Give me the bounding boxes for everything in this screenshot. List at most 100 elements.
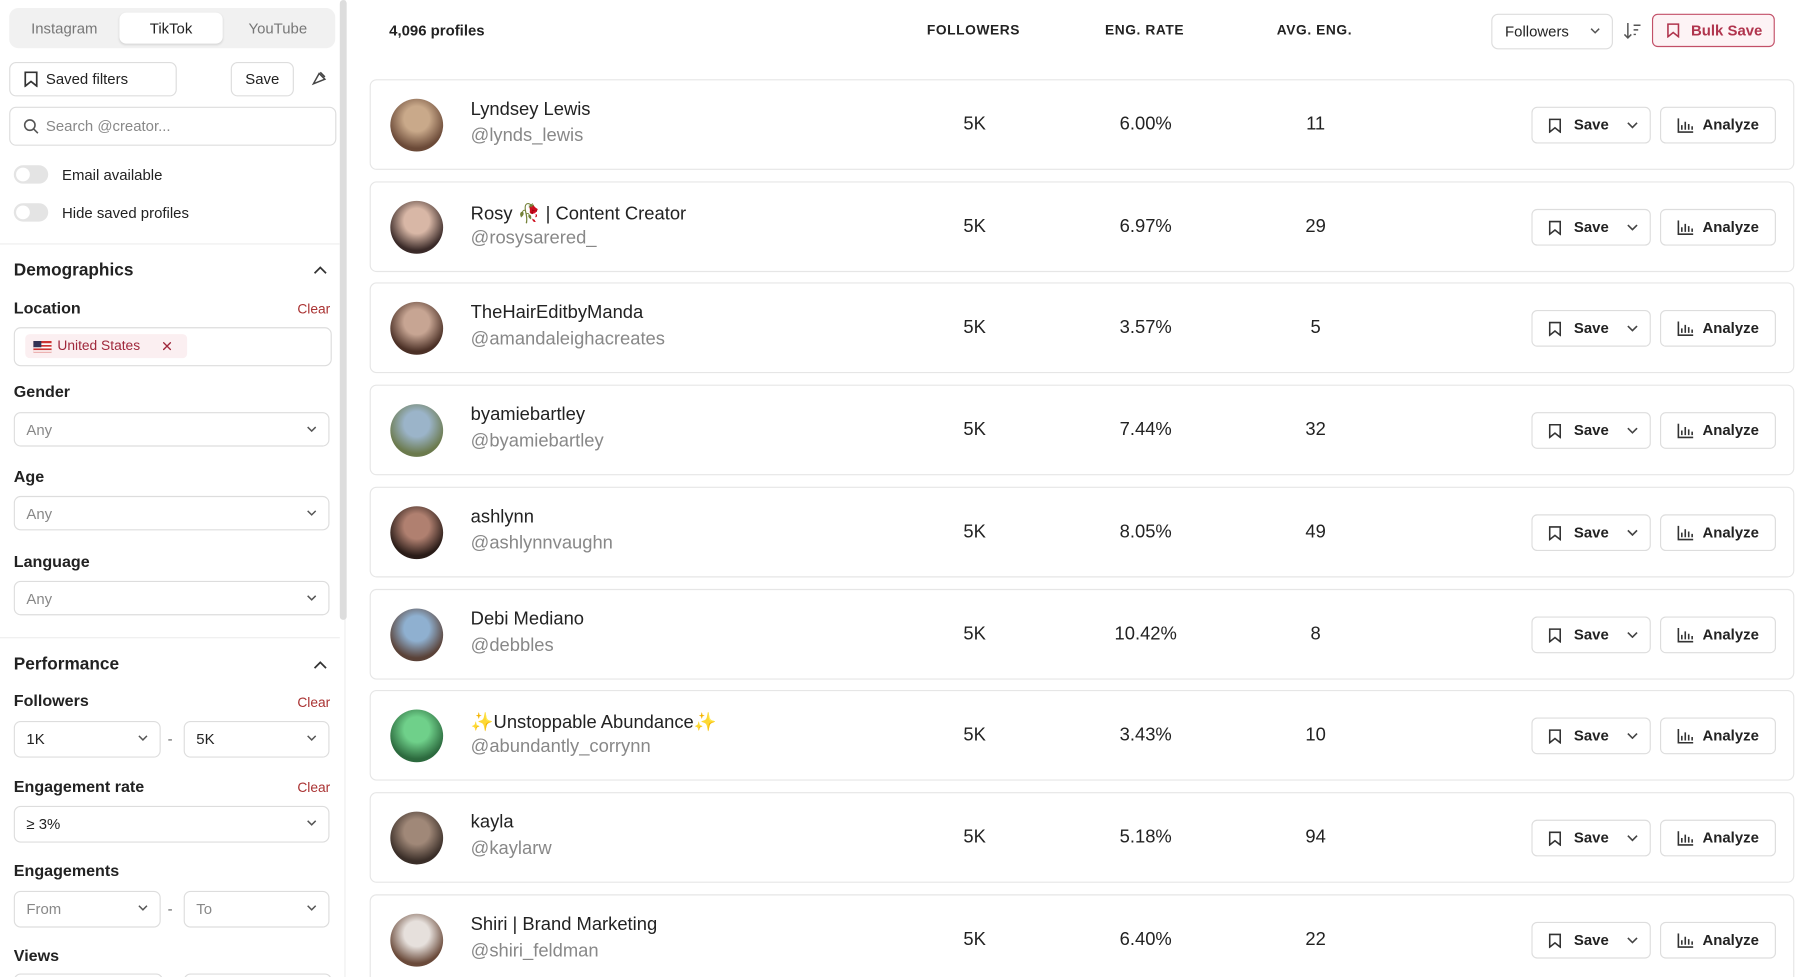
engagement-rate: 3.57% xyxy=(1119,318,1172,338)
avatar[interactable] xyxy=(390,200,444,254)
profile-row[interactable]: kayla @kaylarw 5K 5.18% 94 Save Analyze xyxy=(369,791,1795,883)
column-header[interactable]: ENG. RATE xyxy=(1104,21,1185,38)
chevron xyxy=(307,905,317,911)
analyze-button[interactable]: Analyze xyxy=(1660,819,1776,857)
age-select[interactable]: Any xyxy=(13,495,330,531)
creator-name[interactable]: ✨Unstoppable Abundance✨ xyxy=(470,713,717,733)
save-button[interactable]: Save xyxy=(1531,514,1651,551)
analyze-button[interactable]: Analyze xyxy=(1660,514,1776,551)
save-button[interactable]: Save xyxy=(1531,717,1651,755)
avatar[interactable] xyxy=(390,98,444,152)
bulk-save-button[interactable]: Bulk Save xyxy=(1651,13,1775,48)
language-select[interactable]: Any xyxy=(13,580,330,616)
views-max[interactable] xyxy=(183,973,332,977)
gender-select[interactable]: Any xyxy=(13,412,330,447)
clear-link[interactable]: Clear xyxy=(297,779,331,796)
creator-handle: @rosysarered_ xyxy=(470,228,597,248)
followers-max[interactable]: 5K xyxy=(183,720,330,758)
analyze-button[interactable]: Analyze xyxy=(1660,717,1776,755)
clear-filter-icon[interactable] xyxy=(310,69,328,87)
save-button[interactable]: Save xyxy=(1531,921,1651,959)
collapse-icon[interactable] xyxy=(313,660,327,669)
analyze-button[interactable]: Analyze xyxy=(1660,921,1776,959)
engagement-rate: 6.00% xyxy=(1119,114,1172,135)
search-placeholder: Search @creator... xyxy=(45,117,171,135)
chevron xyxy=(307,595,317,601)
creator-name[interactable]: Lyndsey Lewis xyxy=(470,99,591,120)
select-value: 1K xyxy=(26,730,45,748)
save-button[interactable]: Save xyxy=(1531,208,1651,246)
save-button[interactable]: Save xyxy=(1531,310,1651,348)
save-button[interactable]: Save xyxy=(1531,106,1651,144)
chip-label: United States xyxy=(57,337,141,354)
analyze-button[interactable]: Analyze xyxy=(1660,208,1776,246)
avg-engagement: 11 xyxy=(1306,114,1326,135)
save-button[interactable]: Save xyxy=(1531,412,1651,449)
avatar[interactable] xyxy=(390,913,444,967)
profile-row[interactable]: byamiebartley @byamiebartley 5K 7.44% 32 Save… xyxy=(369,384,1795,476)
clear-link[interactable]: Clear xyxy=(297,300,331,317)
creator-name[interactable]: Rosy 🥀 | Content Creator xyxy=(470,203,687,224)
field-label: Language xyxy=(13,552,90,571)
search-box[interactable]: Search @creator... xyxy=(9,106,337,146)
save-button[interactable]: Save xyxy=(1531,819,1651,857)
chart-icon xyxy=(1677,118,1694,133)
analyze-button[interactable]: Analyze xyxy=(1660,412,1776,449)
profile-row[interactable]: ashlynn @ashlynnvaughn 5K 8.05% 49 Save Analyz… xyxy=(369,486,1795,578)
creator-name[interactable]: byamiebartley xyxy=(470,405,586,425)
creator-name[interactable]: ashlynn xyxy=(470,507,534,527)
label: Saved filters xyxy=(45,70,129,88)
engagements-to[interactable]: To xyxy=(183,890,330,928)
creator-name[interactable]: kayla xyxy=(470,812,514,833)
engagement-rate: 6.97% xyxy=(1119,216,1172,237)
avatar[interactable] xyxy=(390,811,444,865)
location-input[interactable]: United States xyxy=(13,327,332,367)
sort-direction-icon[interactable] xyxy=(1623,22,1641,39)
analyze-button[interactable]: Analyze xyxy=(1660,106,1776,144)
analyze-button[interactable]: Analyze xyxy=(1660,310,1776,348)
profile-row[interactable]: Debi Mediano @debbles 5K 10.42% 8 Save Analyze xyxy=(369,588,1795,680)
avatar[interactable] xyxy=(390,607,444,661)
creator-name[interactable]: Debi Mediano xyxy=(470,609,585,629)
column-header[interactable]: FOLLOWERS xyxy=(926,21,1021,38)
creator-name[interactable]: TheHairEditbyManda xyxy=(470,303,644,324)
chevron xyxy=(138,905,148,911)
clear-link[interactable]: Clear xyxy=(297,694,331,711)
tab[interactable]: Instagram xyxy=(31,19,98,37)
profile-row[interactable]: TheHairEditbyManda @amandaleighacreates 5K… xyxy=(369,282,1795,374)
avatar[interactable] xyxy=(390,506,444,559)
tab[interactable]: YouTube xyxy=(248,19,308,37)
followers-min[interactable]: 1K xyxy=(13,720,161,758)
analyze-button[interactable]: Analyze xyxy=(1660,615,1776,653)
views-min[interactable] xyxy=(13,973,164,977)
column-header[interactable]: AVG. ENG. xyxy=(1276,21,1353,38)
toggle-label: Hide saved profiles xyxy=(61,204,189,222)
toggle[interactable] xyxy=(13,165,49,184)
collapse-icon[interactable] xyxy=(313,265,327,274)
profile-row[interactable]: Rosy 🥀 | Content Creator @rosysarered_ 5K 6… xyxy=(369,181,1795,272)
remove-icon[interactable] xyxy=(163,342,172,351)
avatar[interactable] xyxy=(390,709,444,763)
profile-count: 4,096 profiles xyxy=(389,21,485,40)
creator-handle: @kaylarw xyxy=(470,839,552,859)
engagement-rate-select[interactable]: ≥ 3% xyxy=(13,805,330,843)
scrollbar[interactable] xyxy=(339,0,347,620)
field-label: Engagement rate xyxy=(13,777,145,796)
engagement-rate: 8.05% xyxy=(1119,522,1172,542)
label: Save xyxy=(1573,625,1609,643)
chevron xyxy=(1627,631,1638,638)
profile-row[interactable]: ✨Unstoppable Abundance✨ @abundantly_corry… xyxy=(369,690,1795,781)
profile-row[interactable]: Shiri | Brand Marketing @shiri_feldman 5K 6… xyxy=(369,893,1795,977)
tab[interactable]: TikTok xyxy=(119,12,223,44)
saved-filters-button[interactable]: Saved filters xyxy=(9,61,177,97)
engagements-from[interactable]: From xyxy=(13,890,161,928)
sort-select[interactable]: Followers xyxy=(1491,13,1613,50)
creator-handle: @debbles xyxy=(470,635,554,655)
profile-row[interactable]: Lyndsey Lewis @lynds_lewis 5K 6.00% 11 Save An… xyxy=(369,79,1795,170)
avatar[interactable] xyxy=(390,302,444,356)
toggle[interactable] xyxy=(13,203,49,222)
save-button[interactable]: Save xyxy=(230,61,294,97)
save-button[interactable]: Save xyxy=(1531,615,1651,653)
avatar[interactable] xyxy=(390,404,444,458)
creator-name[interactable]: Shiri | Brand Marketing xyxy=(470,914,658,935)
